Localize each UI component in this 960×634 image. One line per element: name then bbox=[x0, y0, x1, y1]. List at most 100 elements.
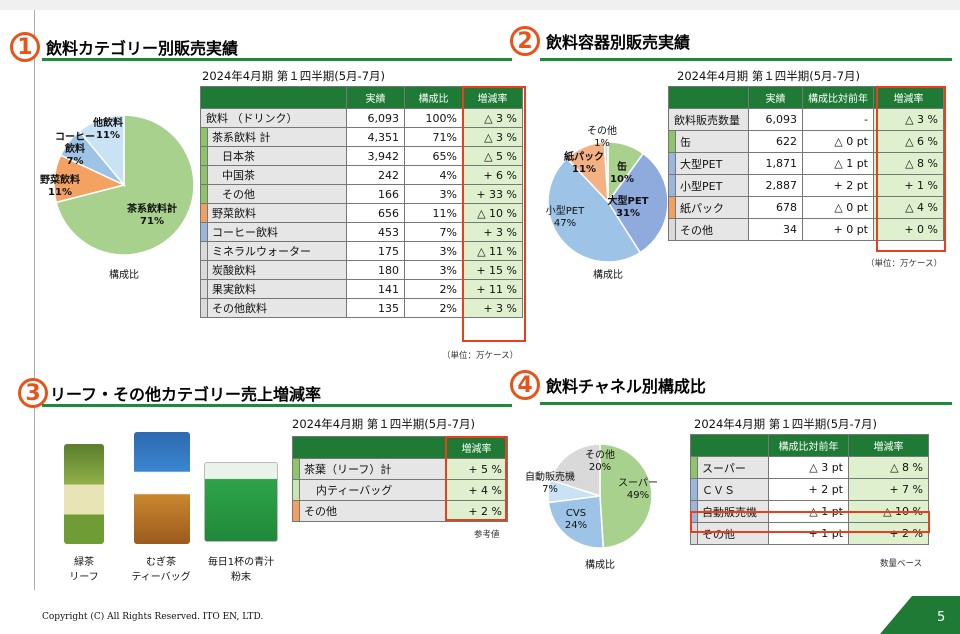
row-accent bbox=[668, 174, 676, 197]
header-blank bbox=[200, 86, 347, 109]
container-sales-table: 実績 構成比対前年 増減率 飲料販売数量 6,093- △ 3 % 缶 622 △ 0 pt △ … bbox=[668, 86, 944, 241]
row-accent bbox=[200, 222, 208, 242]
section4-number: 4 bbox=[510, 370, 540, 400]
table-row: 内ティーバッグ + 4 % bbox=[292, 479, 508, 501]
caption-line1: 緑茶 bbox=[74, 557, 94, 568]
row-accent bbox=[200, 241, 208, 261]
table-row: その他 + 2 % bbox=[292, 500, 508, 522]
cell-ratio: 71% bbox=[404, 127, 463, 147]
header-blank bbox=[690, 434, 769, 457]
cell-value: 622 bbox=[748, 130, 803, 153]
row-label: 中国茶 bbox=[207, 165, 347, 185]
header-blank bbox=[668, 86, 749, 109]
cell-value: 656 bbox=[346, 203, 405, 223]
section4-title: 飲料チャネル別構成比 bbox=[546, 377, 706, 396]
pie-slice-0 bbox=[599, 443, 653, 549]
product-caption-barley-tea: むぎ茶 ティーバッグ bbox=[116, 553, 206, 583]
pie-slice-1 bbox=[547, 495, 605, 549]
row-label: 紙パック bbox=[675, 196, 749, 219]
row-label: 飲料 （ドリンク） bbox=[200, 108, 347, 128]
top-bar bbox=[0, 0, 960, 10]
cell-ratio: △ 3 pt bbox=[768, 456, 849, 479]
row-label: 缶 bbox=[675, 130, 749, 153]
cell-change: + 11 % bbox=[462, 279, 523, 299]
column-header: 構成比対前年 bbox=[802, 86, 874, 109]
column-header: 増減率 bbox=[848, 434, 929, 457]
cell-ratio: 100% bbox=[404, 108, 463, 128]
cell-ratio: 3% bbox=[404, 260, 463, 280]
cell-ratio: 3% bbox=[404, 241, 463, 261]
section2-header: 2 飲料容器別販売実績 bbox=[510, 26, 690, 56]
column-header: 増減率 bbox=[462, 86, 523, 109]
cell-value: 678 bbox=[748, 196, 803, 219]
row-accent bbox=[668, 130, 676, 153]
section2-unit: （単位：万ケース） bbox=[866, 259, 943, 269]
cell-value: 141 bbox=[346, 279, 405, 299]
row-label: 大型PET bbox=[675, 152, 749, 175]
pie-chart-container: 缶 10% 大型PET 31% 小型PET 47% 紙パック 11%その他 1% 構成比 bbox=[546, 124, 669, 281]
section1-period: 2024年4月期 第１四半期(5月-7月) bbox=[202, 69, 385, 83]
table-row: その他飲料 135 2% + 3 % bbox=[200, 298, 523, 318]
header-blank bbox=[292, 436, 446, 459]
table-row: 炭酸飲料 180 3% + 15 % bbox=[200, 260, 523, 280]
cell-ratio: + 0 pt bbox=[802, 218, 874, 241]
section1-unit: （単位：万ケース） bbox=[442, 351, 519, 361]
table-row: その他 166 3% + 33 % bbox=[200, 184, 523, 204]
corner-decoration bbox=[880, 596, 960, 634]
highlight-container-change bbox=[876, 86, 946, 252]
table-row: 飲料 （ドリンク） 6,093 100% △ 3 % bbox=[200, 108, 523, 128]
cell-value: 166 bbox=[346, 184, 405, 204]
highlight-change-column bbox=[462, 86, 526, 342]
row-label: スーパー bbox=[697, 456, 769, 479]
pie-label-3: その他 20% bbox=[585, 448, 615, 473]
green-tea-leaf-image bbox=[64, 444, 104, 544]
cell-change: + 33 % bbox=[462, 184, 523, 204]
pie-slice-2 bbox=[547, 157, 642, 263]
row-accent bbox=[668, 196, 676, 219]
section1-underline bbox=[42, 58, 512, 61]
row-label: 日本茶 bbox=[207, 146, 347, 166]
table-row: その他 + 1 pt + 2 % bbox=[690, 522, 929, 545]
column-header: 実績 bbox=[346, 86, 405, 109]
section4-unit: 数量ベース bbox=[880, 559, 923, 569]
cell-value: 242 bbox=[346, 165, 405, 185]
cell-change: △ 3 % bbox=[462, 108, 523, 128]
cell-ratio: 2% bbox=[404, 279, 463, 299]
row-label: 茶系飲料 計 bbox=[207, 127, 347, 147]
cell-value: 4,351 bbox=[346, 127, 405, 147]
table-row: 野菜飲料 656 11% △ 10 % bbox=[200, 203, 523, 223]
pie-label-3: 他飲料 11% bbox=[92, 116, 123, 141]
pie-caption: 構成比 bbox=[593, 268, 623, 281]
section3-number: 3 bbox=[18, 378, 48, 408]
cell-ratio: 2% bbox=[404, 298, 463, 318]
cell-ratio: 4% bbox=[404, 165, 463, 185]
row-accent bbox=[668, 218, 676, 241]
table-row: その他 34 + 0 pt + 0 % bbox=[668, 218, 944, 241]
cell-ratio: 11% bbox=[404, 203, 463, 223]
product-caption-aojiru: 毎日1杯の青汁 粉末 bbox=[196, 553, 286, 583]
barley-tea-bag-image bbox=[134, 432, 190, 544]
cell-value: 135 bbox=[346, 298, 405, 318]
left-rule bbox=[34, 10, 35, 590]
cell-change: △ 3 % bbox=[873, 108, 944, 131]
row-accent bbox=[200, 165, 208, 185]
cell-ratio: 7% bbox=[404, 222, 463, 242]
pie-label-1: 野菜飲料 11% bbox=[40, 173, 80, 198]
pie-slice-1 bbox=[607, 152, 669, 254]
row-label: その他 bbox=[675, 218, 749, 241]
section1-header: 1 飲料カテゴリー別販売実績 bbox=[10, 32, 238, 62]
highlight-vending-row bbox=[690, 511, 930, 533]
cell-change: + 5 % bbox=[445, 458, 508, 480]
cell-value: 175 bbox=[346, 241, 405, 261]
row-label: 飲料販売数量 bbox=[668, 108, 749, 131]
row-accent bbox=[200, 279, 208, 299]
table-row: 果実飲料 141 2% + 11 % bbox=[200, 279, 523, 299]
table-row: 飲料販売数量 6,093- △ 3 % bbox=[668, 108, 944, 131]
cell-change: + 2 % bbox=[445, 500, 508, 522]
row-label: 茶葉（リーフ）計 bbox=[299, 458, 446, 480]
page-number: 5 bbox=[937, 610, 946, 625]
table-row: 缶 622 △ 0 pt △ 6 % bbox=[668, 130, 944, 153]
cell-change: △ 5 % bbox=[462, 146, 523, 166]
row-label: その他 bbox=[697, 522, 769, 545]
section4-underline bbox=[540, 402, 952, 405]
